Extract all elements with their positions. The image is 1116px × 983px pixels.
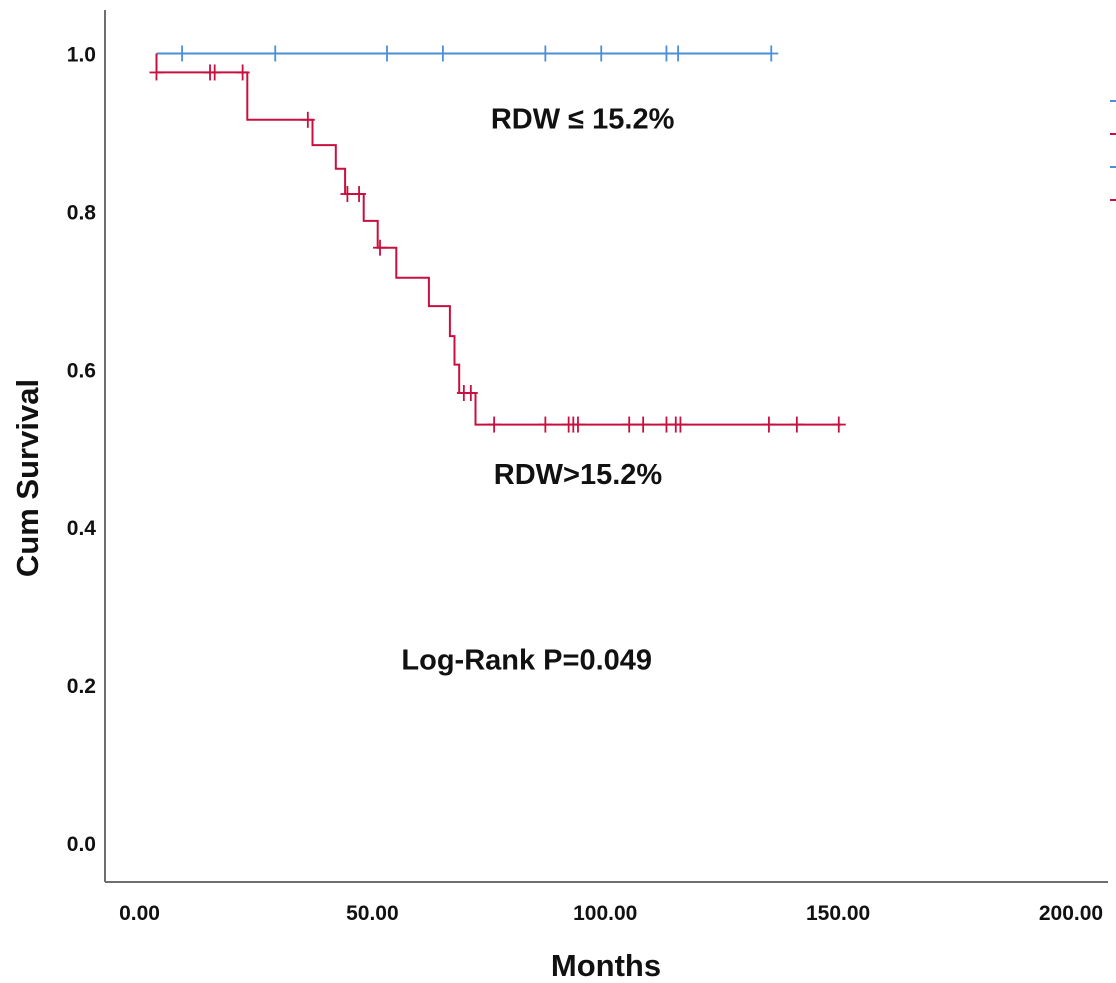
x-tick-label: 0.00	[119, 902, 160, 925]
y-tick-label: 0.4	[67, 517, 97, 540]
censor-mark	[538, 45, 553, 62]
axes	[104, 10, 1108, 883]
x-tick-labels: 0.00 50.00 100.00 150.00 200.00	[119, 902, 1103, 925]
censor-mark	[380, 45, 395, 62]
series-0	[156, 45, 779, 62]
censor-mark	[570, 416, 585, 433]
annotation-label: RDW>15.2%	[494, 459, 663, 491]
censor-mark	[175, 45, 190, 62]
censor-mark	[235, 64, 250, 81]
censor-mark	[268, 45, 283, 62]
y-tick-labels: 0.0 0.2 0.4 0.6 0.8 1.0	[67, 44, 97, 857]
censor-mark	[487, 416, 502, 433]
x-axis-title: Months	[551, 948, 661, 983]
censor-mark	[761, 416, 776, 433]
x-tick-label: 50.00	[346, 902, 399, 925]
censor-mark	[831, 416, 846, 433]
annotations: RDW ≤ 15.2% RDW>15.2% Log-Rank P=0.049	[401, 104, 674, 677]
y-tick-label: 0.0	[67, 833, 96, 856]
censor-mark	[636, 416, 651, 433]
annotation-label: RDW ≤ 15.2%	[491, 104, 675, 136]
y-tick-label: 0.8	[67, 201, 97, 224]
annotation-label: Log-Rank P=0.049	[401, 644, 652, 676]
censor-mark	[352, 186, 367, 203]
series-1	[149, 53, 846, 433]
y-axis-title: Cum Survival	[10, 379, 45, 577]
x-tick-label: 150.00	[806, 902, 870, 925]
censor-mark	[789, 416, 804, 433]
x-tick-label: 200.00	[1039, 902, 1103, 925]
censor-mark	[622, 416, 637, 433]
censor-mark	[435, 45, 450, 62]
y-tick-label: 0.6	[67, 359, 96, 382]
legend-clipped	[1110, 100, 1116, 201]
censor-mark	[300, 111, 315, 128]
censor-mark	[149, 64, 164, 81]
censor-mark	[671, 45, 686, 62]
x-tick-label: 100.00	[573, 902, 637, 925]
survival-series	[149, 45, 846, 433]
censor-mark	[463, 384, 478, 401]
censor-mark	[538, 416, 553, 433]
censor-mark	[673, 416, 688, 433]
censor-mark	[594, 45, 609, 62]
censor-mark	[764, 45, 779, 62]
censor-mark	[373, 239, 388, 256]
y-tick-label: 1.0	[67, 44, 96, 67]
censor-mark	[207, 64, 222, 81]
y-tick-label: 0.2	[67, 675, 96, 698]
